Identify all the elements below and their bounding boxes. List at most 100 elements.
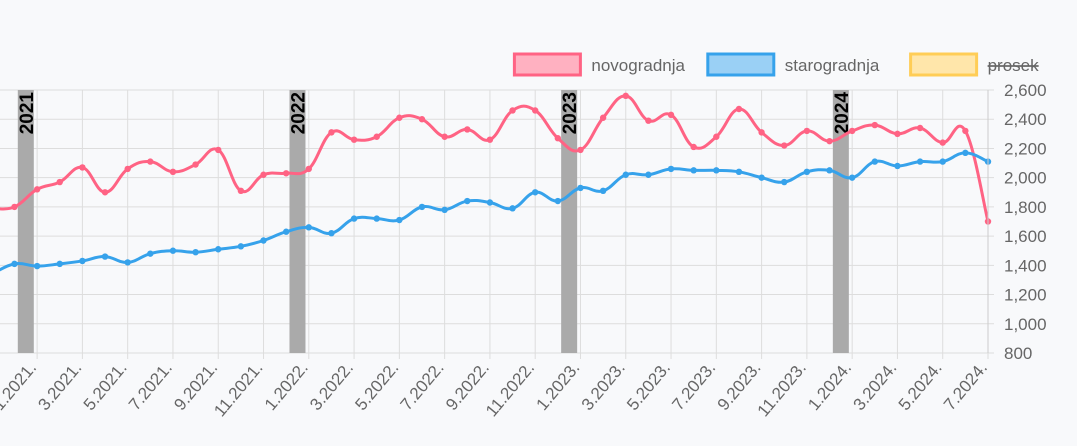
data-point (305, 165, 312, 173)
data-point (962, 127, 969, 135)
data-point (554, 135, 562, 142)
data-point (509, 205, 516, 212)
legend-label[interactable]: starogradnja (785, 56, 880, 75)
data-point (101, 253, 109, 260)
year-band (17, 90, 34, 353)
data-point (396, 114, 403, 121)
data-point (441, 206, 448, 214)
data-point (532, 107, 539, 114)
x-tick-label: 5.2021. (80, 358, 131, 414)
x-tick-label: 5.2023. (623, 358, 674, 414)
year-label: 2021 (17, 92, 38, 135)
x-tick-label: 5.2024. (895, 358, 946, 414)
data-point (532, 189, 539, 196)
data-point (373, 215, 380, 222)
data-point (486, 136, 494, 143)
year-label: 2022 (288, 92, 309, 134)
legend-label[interactable]: prosek (988, 56, 1040, 75)
x-tick-label: 7.2024. (940, 358, 991, 414)
data-point (645, 117, 652, 124)
data-point (215, 146, 222, 154)
data-point (79, 164, 86, 171)
data-point (803, 127, 811, 135)
year-band (289, 90, 306, 353)
data-point (758, 174, 765, 181)
data-point (328, 129, 335, 136)
data-point (781, 178, 788, 186)
data-point (486, 199, 494, 206)
y-tick-label: 2,400 (1004, 110, 1047, 129)
x-tick-label: 11.2022. (482, 358, 538, 420)
data-point (690, 167, 697, 174)
data-point (577, 184, 584, 192)
year-band (561, 90, 578, 353)
x-tick-label: 5.2022. (351, 358, 402, 414)
x-tick-label: 1.2023. (533, 358, 584, 414)
legend-swatch[interactable] (909, 52, 979, 77)
data-point (33, 262, 41, 270)
data-point (56, 178, 63, 186)
data-point (11, 203, 18, 211)
data-point (328, 229, 335, 237)
y-tick-label: 2,000 (1004, 169, 1047, 188)
x-tick-label: 7.2023. (668, 358, 719, 414)
data-point (939, 139, 946, 146)
data-point (147, 158, 154, 165)
data-point (871, 158, 878, 165)
data-point (916, 124, 924, 132)
data-point (667, 165, 675, 173)
x-tick-label: 7.2022. (397, 358, 448, 414)
data-point (215, 246, 222, 253)
data-point (645, 171, 652, 178)
data-point (169, 168, 177, 176)
y-tick-label: 1,400 (1004, 256, 1047, 275)
data-point (282, 170, 290, 177)
data-point (350, 136, 358, 143)
legend-label[interactable]: novogradnja (591, 56, 685, 75)
x-tick-label: 1.2021. (0, 358, 40, 414)
year-label: 2024 (832, 92, 853, 135)
data-point (11, 260, 18, 268)
legend-swatch[interactable] (512, 52, 582, 77)
y-tick-label: 2,600 (1004, 81, 1047, 100)
data-point (305, 224, 312, 231)
y-tick-label: 1,800 (1004, 198, 1047, 217)
data-point (237, 243, 245, 250)
data-point (124, 165, 131, 173)
data-point (509, 107, 516, 114)
data-point (894, 130, 901, 138)
data-point (758, 129, 765, 136)
data-point (441, 133, 448, 140)
data-point (282, 228, 290, 235)
data-point (622, 171, 629, 178)
data-point (939, 158, 946, 165)
data-point (79, 257, 86, 265)
legend-swatch[interactable] (706, 52, 776, 77)
data-point (713, 167, 720, 174)
y-tick-label: 1,600 (1004, 227, 1047, 246)
y-tick-label: 1,000 (1004, 315, 1047, 334)
data-point (464, 126, 471, 133)
x-tick-label: 1.2022. (261, 358, 312, 414)
data-point (599, 114, 607, 121)
data-point (848, 127, 856, 135)
data-point (192, 248, 199, 256)
data-point (418, 116, 426, 123)
x-tick-label: 11.2021. (210, 358, 266, 420)
data-point (33, 186, 41, 193)
data-point (56, 260, 63, 268)
data-point (260, 237, 267, 244)
data-point (622, 92, 629, 100)
year-band (832, 90, 849, 353)
data-point (396, 216, 403, 224)
data-point (192, 161, 199, 168)
data-point (781, 142, 788, 149)
data-point (373, 133, 380, 140)
data-point (124, 259, 131, 266)
y-tick-label: 800 (1004, 344, 1032, 363)
y-tick-label: 1,200 (1004, 286, 1047, 305)
data-point (350, 215, 358, 222)
grid (0, 89, 994, 359)
data-point (147, 250, 154, 257)
